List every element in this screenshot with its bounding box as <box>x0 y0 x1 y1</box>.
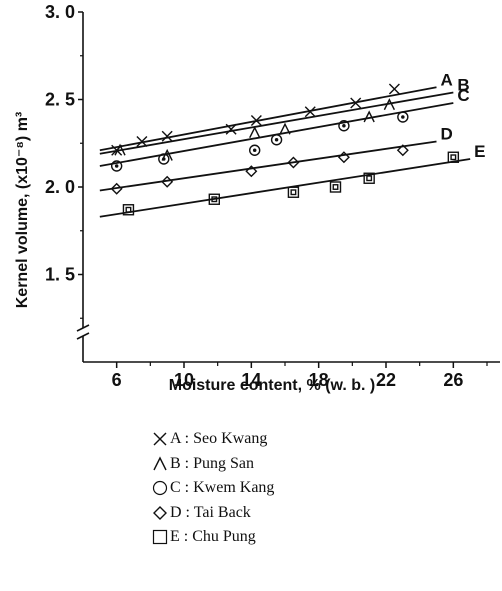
x-tick-label: 6 <box>112 370 122 390</box>
legend-item: E : Chu Pung <box>152 525 412 550</box>
legend-label: A : Seo Kwang <box>170 430 268 448</box>
data-point-a <box>304 106 316 118</box>
y-tick-label: 2. 0 <box>45 177 75 197</box>
data-point-c <box>110 160 123 172</box>
fit-line-a <box>99 86 437 152</box>
data-point-e <box>329 181 342 193</box>
legend-label: D : Tai Back <box>170 503 251 521</box>
legend-item: B : Pung San <box>152 452 412 477</box>
data-point-c <box>270 134 283 146</box>
data-point-a <box>250 115 262 126</box>
x-tick-label: 26 <box>443 370 463 390</box>
data-point-b <box>161 148 173 161</box>
data-point-b <box>279 122 291 135</box>
data-point-d <box>396 144 409 157</box>
legend-item: C : Kwem Kang <box>152 476 412 501</box>
data-point-e <box>447 151 460 163</box>
line-label-d: D <box>441 125 453 144</box>
data-point-c <box>338 120 350 132</box>
line-labels: A BC D E <box>441 70 486 161</box>
wedge-marker-icon <box>152 456 168 472</box>
legend-label: C : Kwem Kang <box>170 479 275 497</box>
data-point-a <box>350 97 362 109</box>
x-tick-label: 18 <box>309 370 329 390</box>
legend: A : Seo Kwang B : Pung San C : Kwem Kang D … <box>152 427 412 550</box>
data-point-b <box>363 110 375 123</box>
y-axis-title: Kernel volume, (x10⁻⁸) m³ <box>14 112 31 309</box>
data-point-b <box>114 143 126 156</box>
data-point-a <box>225 123 237 135</box>
line-label-a: A <box>441 70 453 89</box>
x-marker-icon <box>152 431 168 447</box>
y-tick-label: 2. 5 <box>45 90 75 110</box>
data-point-e <box>208 193 221 205</box>
data-point-d <box>161 175 174 188</box>
circle-marker-icon <box>152 480 168 496</box>
axes: 1. 5 2. 0 2. 5 3. 0 6 10 14 18 22 26 <box>45 2 500 390</box>
x-tick-label: 14 <box>241 370 261 390</box>
data-point-e <box>122 204 135 216</box>
data-point-d <box>245 165 258 178</box>
fit-line-b <box>99 91 454 155</box>
y-tick-label: 1. 5 <box>45 265 75 285</box>
data-points <box>110 83 460 216</box>
data-point-c <box>397 111 409 123</box>
diamond-marker-icon <box>152 505 168 521</box>
x-tick-label: 22 <box>376 370 396 390</box>
x-tick-label: 10 <box>174 370 194 390</box>
fit-line-d <box>99 140 437 192</box>
x-axis-title: Moisture content, % (w. b. ) <box>169 377 376 394</box>
data-point-a <box>136 136 148 147</box>
data-point-d <box>110 182 123 195</box>
line-label-c: C <box>457 86 469 105</box>
line-label-e: E <box>474 142 485 161</box>
data-point-e <box>287 186 300 198</box>
legend-item: A : Seo Kwang <box>152 427 412 452</box>
data-point-d <box>337 151 350 164</box>
fit-line-e <box>99 158 471 218</box>
data-point-c <box>158 153 170 165</box>
axis-break-mark <box>76 324 90 332</box>
axis-break-mark <box>76 332 90 340</box>
data-point-b <box>383 98 395 111</box>
data-point-a <box>388 83 400 95</box>
square-marker-icon <box>152 529 168 545</box>
data-point-a <box>111 144 123 156</box>
legend-item: D : Tai Back <box>152 501 412 526</box>
legend-label: B : Pung San <box>170 454 255 472</box>
line-label-b: B <box>457 76 469 95</box>
fit-lines <box>99 86 471 218</box>
scatter-plot: 1. 5 2. 0 2. 5 3. 0 6 10 14 18 22 26 A BC D E Kernel… <box>14 2 500 394</box>
data-point-e <box>363 172 375 184</box>
data-point-c <box>248 144 261 156</box>
data-point-d <box>287 156 300 169</box>
y-tick-label: 3. 0 <box>45 2 75 22</box>
data-point-b <box>249 126 261 139</box>
legend-label: E : Chu Pung <box>170 528 256 546</box>
data-point-a <box>161 130 173 142</box>
